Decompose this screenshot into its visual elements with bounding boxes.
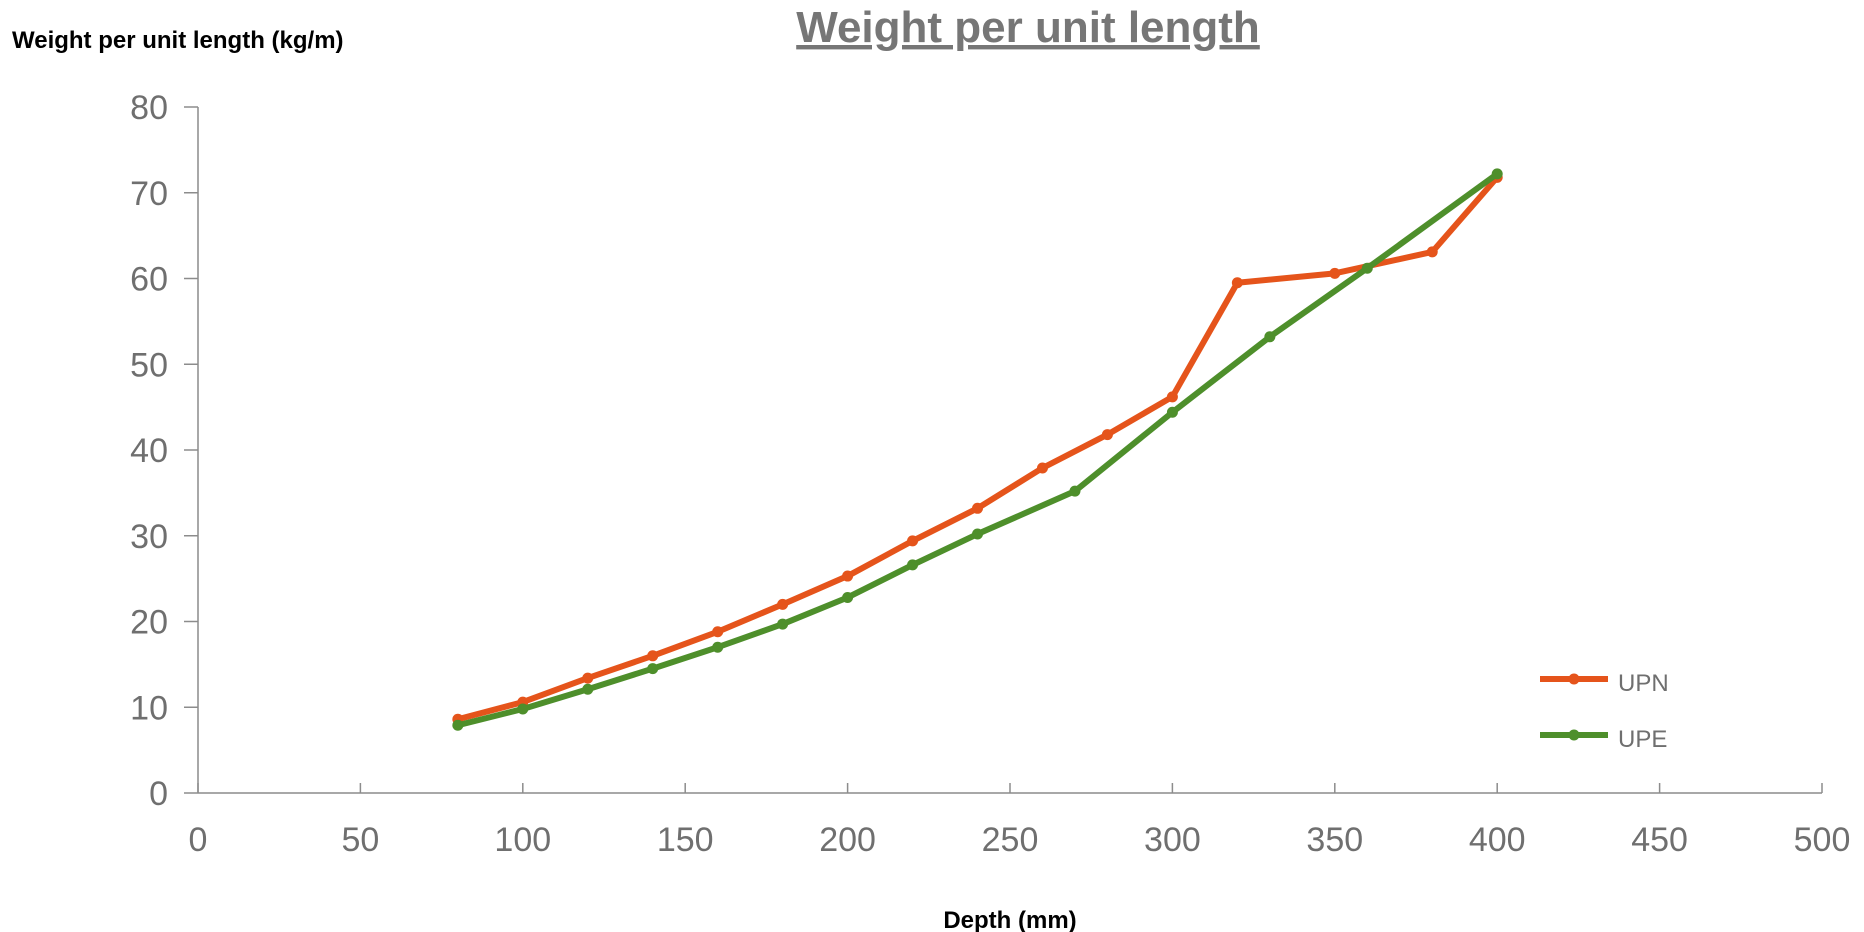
y-tick-label: 10 bbox=[130, 689, 168, 727]
x-tick-label: 300 bbox=[1144, 821, 1201, 859]
chart-title: Weight per unit length bbox=[796, 3, 1260, 52]
legend-marker-upe bbox=[1568, 729, 1580, 741]
data-point-upn bbox=[972, 502, 984, 514]
y-tick-label: 50 bbox=[130, 346, 168, 384]
y-tick-label: 40 bbox=[130, 432, 168, 470]
data-point-upn bbox=[1101, 429, 1113, 441]
x-tick-label: 50 bbox=[341, 821, 379, 859]
data-point-upe bbox=[647, 663, 659, 675]
x-tick-label: 100 bbox=[494, 821, 551, 859]
series-upn bbox=[452, 171, 1503, 725]
legend-label-upn: UPN bbox=[1618, 670, 1669, 697]
x-tick-label: 0 bbox=[189, 821, 208, 859]
series-line-upn bbox=[454, 174, 1501, 723]
x-tick-label: 450 bbox=[1631, 821, 1688, 859]
data-point-upn bbox=[1426, 246, 1438, 258]
data-point-upn bbox=[712, 626, 724, 638]
y-tick-label: 60 bbox=[130, 261, 168, 299]
data-point-upn bbox=[647, 650, 659, 662]
data-point-upe bbox=[1166, 406, 1178, 418]
axis-ticks: 0 10 20 30 40 50 60 70 80 0 50 100 150 200 250 300 350 40… bbox=[130, 89, 1850, 859]
x-tick-label: 150 bbox=[657, 821, 714, 859]
data-point-upn bbox=[582, 672, 594, 684]
data-point-upe bbox=[582, 683, 594, 695]
y-tick-label: 0 bbox=[149, 775, 168, 813]
legend-item-upe: UPE bbox=[1540, 726, 1667, 753]
data-point-upe bbox=[1361, 262, 1373, 274]
x-axis-label: Depth (mm) bbox=[943, 907, 1076, 932]
data-point-upn bbox=[907, 535, 919, 547]
y-tick-label: 20 bbox=[130, 604, 168, 642]
data-point-upe bbox=[972, 528, 984, 540]
data-point-upn bbox=[1329, 267, 1341, 279]
x-tick-label: 350 bbox=[1306, 821, 1363, 859]
y-tick-label: 70 bbox=[130, 175, 168, 213]
data-point-upe bbox=[712, 641, 724, 653]
series-upe bbox=[452, 168, 1503, 731]
y-tick-label: 30 bbox=[130, 518, 168, 556]
data-point-upn bbox=[1166, 391, 1178, 403]
data-point-upe bbox=[1069, 485, 1081, 497]
x-tick-label: 200 bbox=[819, 821, 876, 859]
y-tick-label: 80 bbox=[130, 89, 168, 127]
x-tick-label: 250 bbox=[982, 821, 1039, 859]
data-point-upe bbox=[517, 703, 529, 715]
data-point-upn bbox=[1036, 462, 1048, 474]
legend-marker-upn bbox=[1568, 673, 1580, 685]
data-point-upe bbox=[1264, 331, 1276, 343]
legend: UPN UPE bbox=[1540, 670, 1669, 753]
data-point-upe bbox=[842, 591, 854, 603]
legend-label-upe: UPE bbox=[1618, 726, 1667, 753]
data-point-upe bbox=[452, 719, 464, 731]
legend-item-upn: UPN bbox=[1540, 670, 1669, 697]
data-point-upn bbox=[1231, 277, 1243, 289]
y-axis-label: Weight per unit length (kg/m) bbox=[12, 27, 344, 54]
data-point-upe bbox=[1491, 168, 1503, 180]
data-point-upe bbox=[777, 618, 789, 630]
data-point-upn bbox=[777, 598, 789, 610]
series-line-upe bbox=[454, 170, 1501, 729]
series-layer bbox=[452, 168, 1503, 731]
data-point-upe bbox=[907, 559, 919, 571]
x-tick-label: 500 bbox=[1794, 821, 1851, 859]
x-tick-label: 400 bbox=[1469, 821, 1526, 859]
data-point-upn bbox=[842, 570, 854, 582]
